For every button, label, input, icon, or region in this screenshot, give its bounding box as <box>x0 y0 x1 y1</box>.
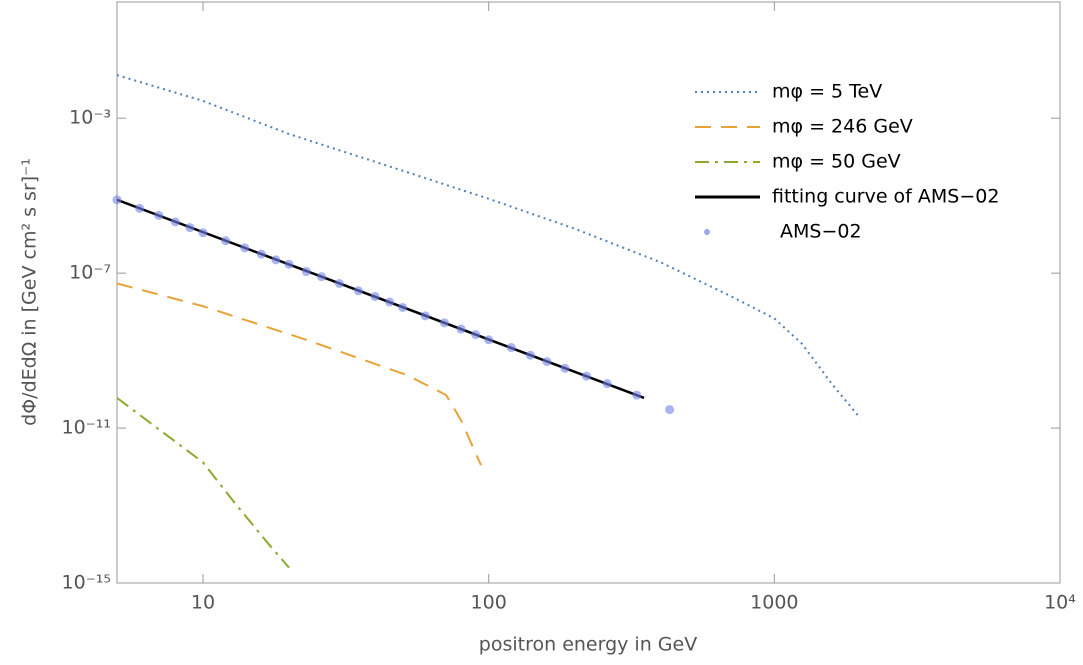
data-point <box>256 249 266 259</box>
data-point <box>385 297 395 307</box>
y-axis-label: dΦ/dEdΩ in [GeV cm² s sr]⁻¹ <box>19 158 41 426</box>
data-point <box>334 278 344 288</box>
data-point <box>271 255 281 265</box>
legend-marker <box>704 229 710 235</box>
legend-label: AMS−02 <box>780 221 862 243</box>
series-line <box>117 282 482 466</box>
data-point <box>154 210 164 220</box>
data-point <box>560 363 570 373</box>
data-point <box>542 357 552 367</box>
data-point <box>665 405 675 415</box>
data-point <box>484 335 494 345</box>
data-point <box>317 272 327 282</box>
x-tick-label: 1000 <box>750 592 798 614</box>
data-point <box>240 243 250 253</box>
data-point <box>602 379 612 389</box>
data-point <box>135 203 145 213</box>
series-line <box>117 397 290 569</box>
legend-label: mφ = 246 GeV <box>772 116 913 138</box>
y-tick-label: 10⁻³ <box>69 107 111 129</box>
data-point <box>420 311 430 321</box>
data-point <box>632 390 642 400</box>
data-point <box>525 350 535 360</box>
legend-label: fitting curve of AMS−02 <box>772 186 999 208</box>
y-tick-label: 10⁻¹¹ <box>62 417 111 439</box>
x-tick-label: 100 <box>471 592 507 614</box>
data-point <box>198 228 208 238</box>
data-point <box>301 267 311 277</box>
series-line <box>117 74 862 419</box>
data-point <box>471 330 481 340</box>
x-tick-label: 10⁴ <box>1044 592 1076 614</box>
data-point <box>284 259 294 269</box>
x-tick-label: 10 <box>191 592 215 614</box>
data-point <box>112 195 122 205</box>
data-point <box>398 302 408 312</box>
data-point <box>353 286 363 296</box>
data-point <box>170 217 180 227</box>
y-tick-label: 10⁻¹⁵ <box>62 572 111 594</box>
data-point <box>221 236 231 246</box>
legend-label: mφ = 50 GeV <box>772 151 901 173</box>
data-point <box>185 223 195 233</box>
data-point <box>456 324 466 334</box>
data-point <box>581 371 591 381</box>
y-tick-label: 10⁻⁷ <box>69 262 111 284</box>
data-point <box>506 343 516 353</box>
x-axis-label: positron energy in GeV <box>479 634 697 656</box>
data-point <box>439 318 449 328</box>
plot-frame <box>116 1 1061 584</box>
legend-label: mφ = 5 TeV <box>772 81 882 103</box>
data-point <box>370 291 380 301</box>
